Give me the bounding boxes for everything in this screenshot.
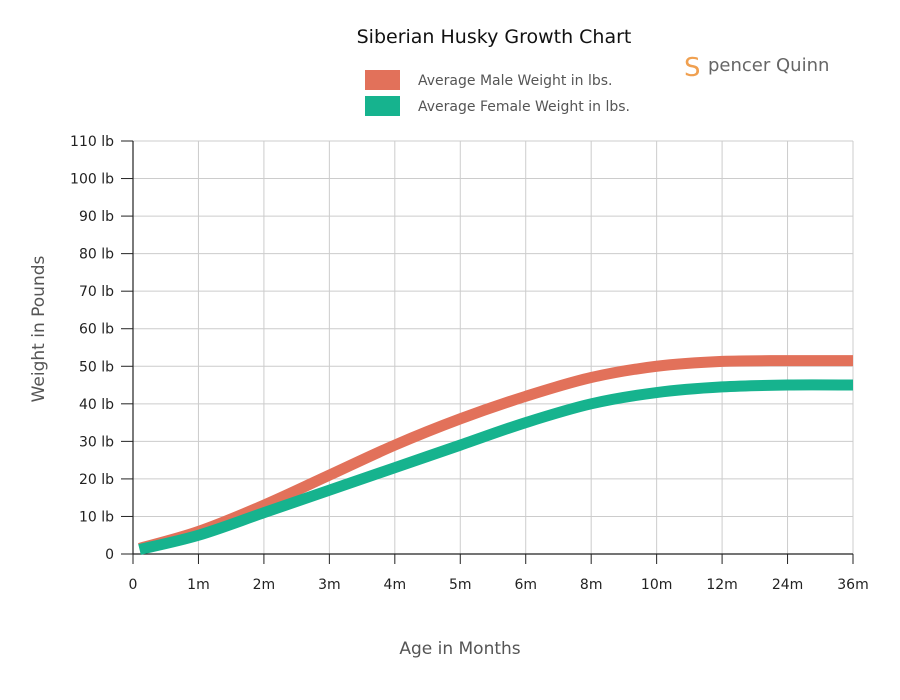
x-tick-label: 2m: [253, 577, 276, 593]
y-tick-label: 0: [105, 547, 114, 563]
y-tick-label: 70 lb: [79, 284, 114, 300]
legend: Average Male Weight in lbs. Average Femal…: [365, 70, 630, 116]
chart-title: Siberian Husky Growth Chart: [357, 26, 632, 48]
y-tick-label: 80 lb: [79, 247, 114, 263]
brand-logo: S pencer Quinn: [684, 53, 829, 83]
y-tick-label: 30 lb: [79, 434, 114, 450]
brand-name: pencer Quinn: [708, 55, 829, 76]
x-tick-label: 24m: [772, 577, 803, 593]
x-tick-label: 4m: [384, 577, 407, 593]
legend-swatch-female: [365, 96, 400, 116]
y-axis-label: Weight in Pounds: [29, 255, 49, 402]
series-line-male: [138, 355, 854, 554]
x-tick-label: 0: [129, 577, 138, 593]
x-tick-label: 1m: [187, 577, 210, 593]
x-axis-label: Age in Months: [399, 639, 520, 659]
y-tick-label: 60 lb: [79, 322, 114, 338]
x-tick-label: 8m: [580, 577, 603, 593]
x-tick-labels: 0 1m 2m 3m 4m 5m 6m 8m 10m 12m 24m 36m: [129, 577, 869, 593]
x-tick-label: 36m: [837, 577, 868, 593]
axes: [121, 140, 854, 564]
y-tick-label: 110 lb: [70, 134, 114, 150]
legend-label-male: Average Male Weight in lbs.: [418, 73, 613, 89]
x-tick-label: 3m: [318, 577, 341, 593]
x-tick-label: 10m: [641, 577, 672, 593]
y-tick-label: 50 lb: [79, 359, 114, 375]
x-tick-label: 6m: [514, 577, 537, 593]
grid: [133, 140, 854, 554]
y-tick-label: 40 lb: [79, 397, 114, 413]
y-tick-label: 10 lb: [79, 509, 114, 525]
y-tick-label: 20 lb: [79, 472, 114, 488]
y-tick-label: 90 lb: [79, 209, 114, 225]
y-tick-labels: 0 10 lb 20 lb 30 lb 40 lb 50 lb 60 lb 70 lb 80 l…: [70, 134, 114, 563]
x-tick-label: 5m: [449, 577, 472, 593]
series-line-female: [138, 379, 854, 555]
x-tick-label: 12m: [706, 577, 737, 593]
legend-swatch-male: [365, 70, 400, 90]
brand-initial: S: [684, 53, 701, 83]
series-lines: [138, 355, 854, 555]
y-tick-label: 100 lb: [70, 172, 114, 188]
legend-label-female: Average Female Weight in lbs.: [418, 99, 630, 115]
